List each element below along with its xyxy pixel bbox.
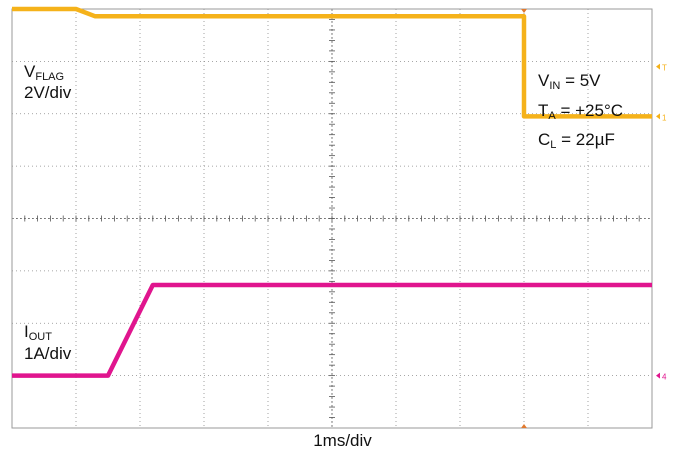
iout-label: IOUT [24,322,52,343]
vflag-label: VFLAG [24,62,65,83]
channel-1-marker-text: 1 [662,113,667,122]
channel-4-marker-arrow [656,372,660,379]
channel-1-marker-arrow [656,113,660,120]
trace-vflag [12,6,652,119]
condition-vin: VIN = 5V [538,71,601,92]
trace-iout [12,282,652,378]
trigger-level-marker-arrow [656,63,660,70]
condition-ta: TA = +25°C [538,101,624,122]
iout-scale: 1A/div [24,344,72,363]
channel-4-marker-text: 4 [662,373,667,382]
trigger-level-marker-text: T [662,64,667,73]
condition-cl: CL = 22µF [538,130,615,151]
x-axis-label: 1ms/div [313,431,372,450]
vflag-scale: 2V/div [24,83,72,102]
trigger-position-mark-bottom [521,424,527,428]
traces [12,6,652,378]
grid [11,8,653,429]
plot-frame [11,8,653,429]
side-markers: T 1 4 [656,63,667,382]
trigger-position-mark-top [521,9,527,13]
